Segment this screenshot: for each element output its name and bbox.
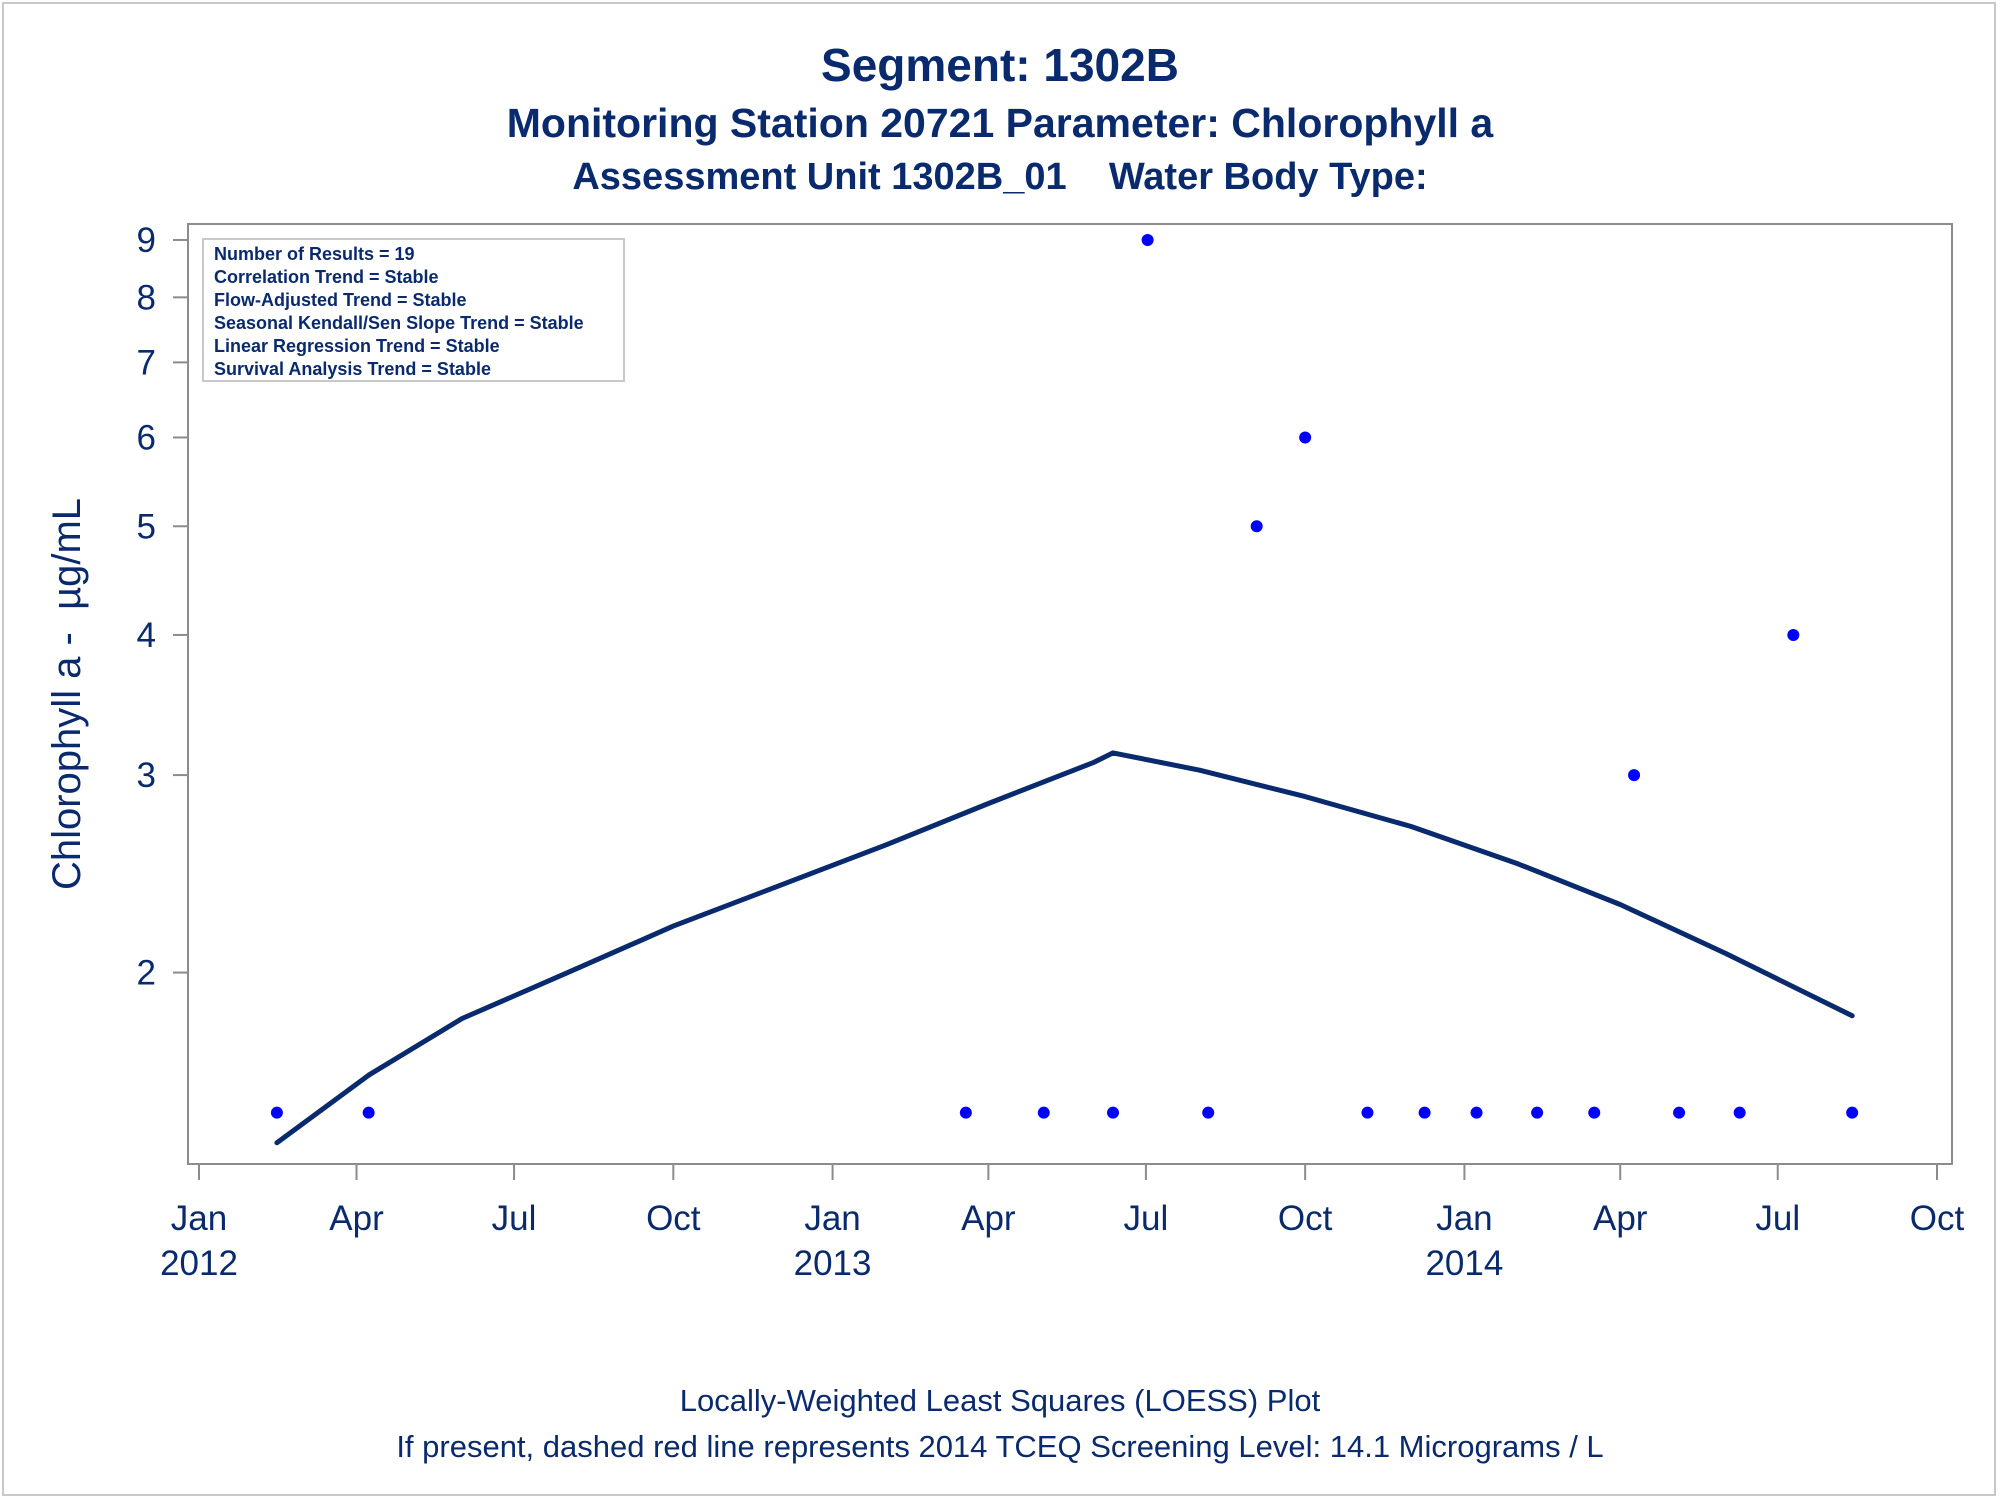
chart-title: Segment: 1302B: [821, 39, 1179, 91]
data-point: [1531, 1106, 1544, 1119]
stats-line: Seasonal Kendall/Sen Slope Trend = Stabl…: [214, 313, 584, 333]
data-point: [1673, 1106, 1686, 1119]
data-points-layer: [270, 233, 1859, 1119]
data-point: [362, 1106, 375, 1119]
x-tick-label: Jul: [1124, 1199, 1169, 1238]
data-point: [1250, 520, 1263, 533]
loess-line: [274, 750, 1855, 1146]
data-point: [1299, 431, 1312, 444]
y-tick-label: 3: [137, 756, 156, 795]
y-tick-label: 4: [137, 616, 156, 655]
x-tick-year-label: 2013: [794, 1244, 872, 1283]
data-point: [1037, 1106, 1050, 1119]
x-tick-label: Oct: [1910, 1199, 1965, 1238]
y-axis-label: Chlorophyll a - µg/mL: [45, 498, 89, 890]
stats-line: Correlation Trend = Stable: [214, 267, 439, 287]
stats-box-border: [202, 238, 625, 382]
y-tick-label: 5: [137, 507, 156, 546]
x-tick-label: Jul: [1755, 1199, 1800, 1238]
data-point: [1733, 1106, 1746, 1119]
x-tick-label: Oct: [1278, 1199, 1333, 1238]
stats-box: Number of Results = 19 Correlation Trend…: [202, 238, 625, 382]
data-point: [1107, 1106, 1120, 1119]
data-point: [1470, 1106, 1483, 1119]
y-tick-label: 2: [137, 954, 156, 993]
data-point: [1846, 1106, 1859, 1119]
data-point: [1418, 1106, 1431, 1119]
data-point: [1202, 1106, 1215, 1119]
data-point: [1628, 769, 1641, 782]
x-tick-label: Oct: [646, 1199, 701, 1238]
x-tick-year-label: 2014: [1425, 1244, 1503, 1283]
stats-line: Linear Regression Trend = Stable: [214, 336, 500, 356]
data-point: [959, 1106, 972, 1119]
data-point: [1361, 1106, 1374, 1119]
y-axis: 2 3 4 5 6 7 8 9: [137, 221, 188, 993]
x-tick-label: Apr: [1593, 1199, 1648, 1238]
stats-line: Flow-Adjusted Trend = Stable: [214, 290, 467, 310]
x-axis: Jan 2012 Apr Jul Oct Jan 2013 Apr Jul Oct Jan 2014 A…: [160, 1163, 1965, 1283]
data-point: [270, 1106, 283, 1119]
footnote-screening: If present, dashed red line represents 2…: [396, 1429, 1604, 1464]
data-point: [1787, 628, 1800, 641]
data-point: [1588, 1106, 1601, 1119]
x-tick-label: Jan: [171, 1199, 227, 1238]
y-tick-label: 9: [137, 221, 156, 260]
y-tick-label: 8: [137, 278, 156, 317]
x-tick-label: Jul: [492, 1199, 537, 1238]
chart-subtitle-2: Assessment Unit 1302B_01 Water Body Type…: [572, 156, 1428, 198]
stats-line: Number of Results = 19: [214, 244, 415, 264]
x-tick-label: Apr: [329, 1199, 384, 1238]
y-tick-label: 6: [137, 418, 156, 457]
y-tick-label: 7: [137, 343, 156, 382]
stats-line: Survival Analysis Trend = Stable: [214, 359, 491, 379]
x-tick-label: Jan: [804, 1199, 860, 1238]
footnote-method: Locally-Weighted Least Squares (LOESS) P…: [679, 1383, 1321, 1418]
x-tick-label: Jan: [1436, 1199, 1492, 1238]
x-tick-year-label: 2012: [160, 1244, 238, 1283]
x-tick-label: Apr: [961, 1199, 1016, 1238]
chart-subtitle: Monitoring Station 20721 Parameter: Chlo…: [506, 100, 1494, 146]
data-point: [1141, 233, 1154, 246]
loess-line-layer: [274, 750, 1855, 1146]
